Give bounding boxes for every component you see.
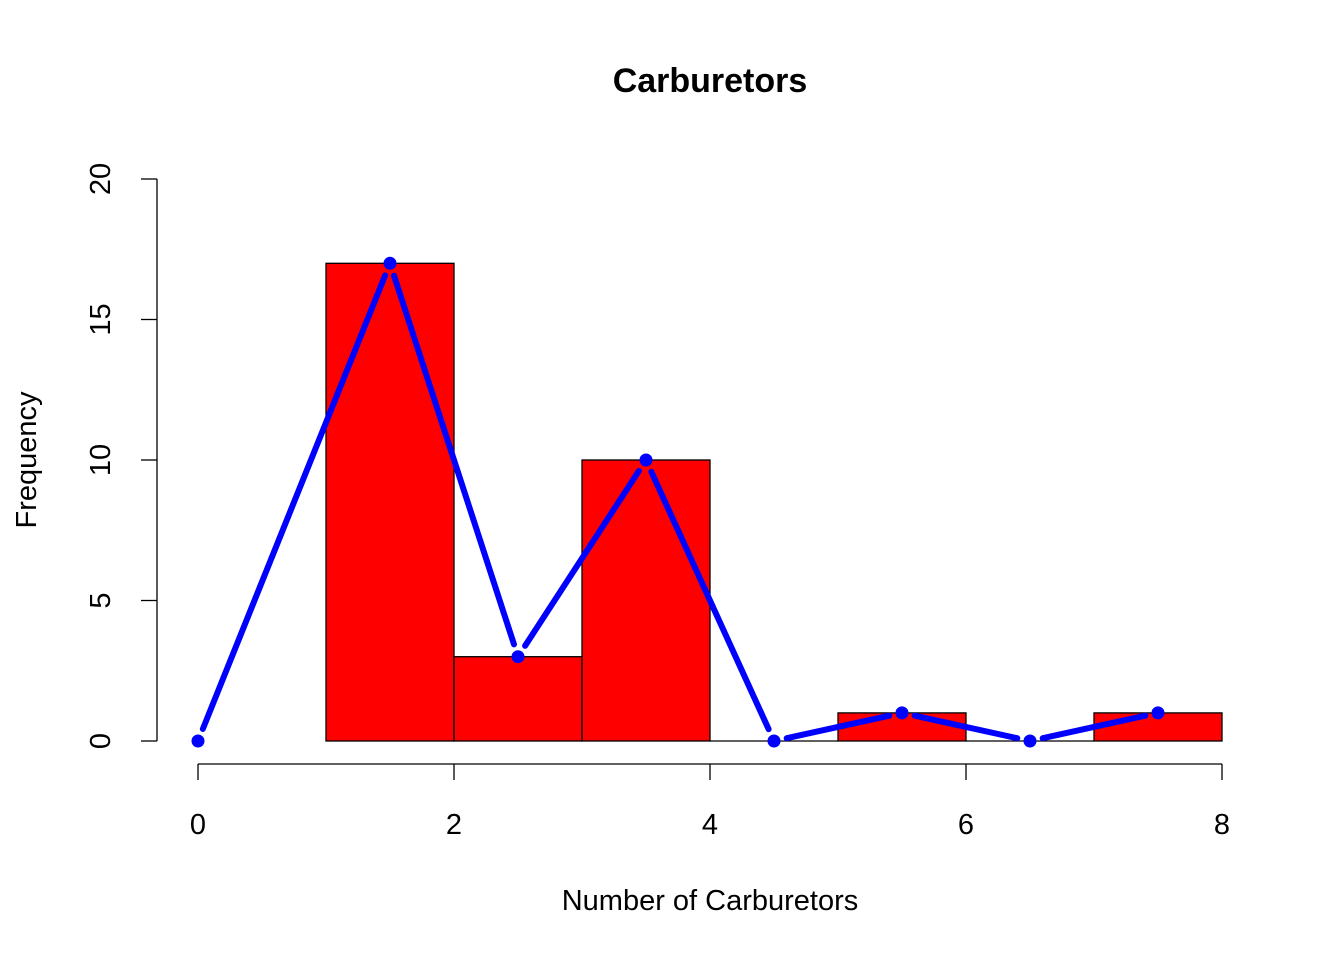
- polygon-point: [1023, 734, 1037, 748]
- x-axis: 0 2 4 6 8: [190, 763, 1230, 841]
- polygon-point: [191, 734, 205, 748]
- frequency-polygon: [191, 256, 1165, 748]
- x-tick-label: 4: [702, 809, 718, 841]
- polygon-segment: [911, 712, 1021, 742]
- polygon-segment: [199, 272, 389, 732]
- polygon-point: [1151, 706, 1165, 720]
- polygon-point: [895, 706, 909, 720]
- polygon-point: [767, 734, 781, 748]
- histogram-bar: [325, 262, 455, 742]
- y-tick-label: 0: [85, 733, 117, 749]
- polygon-point: [639, 453, 653, 467]
- polygon-segment: [391, 272, 517, 648]
- histogram-bar: [453, 656, 583, 742]
- polygon-segment: [1039, 712, 1149, 742]
- polygon-segment: [648, 468, 772, 733]
- chart-title: Carburetors: [613, 62, 808, 100]
- x-tick-label: 6: [958, 809, 974, 841]
- y-tick-label: 10: [85, 444, 117, 476]
- histogram-bars: [325, 262, 1223, 742]
- y-axis-label: Frequency: [11, 391, 43, 529]
- polygon-point: [511, 650, 525, 664]
- x-tick-label: 0: [190, 809, 206, 841]
- y-axis: 0 5 10 15 20: [85, 163, 158, 749]
- y-tick-label: 15: [85, 303, 117, 335]
- x-tick-label: 2: [446, 809, 462, 841]
- y-tick-label: 20: [85, 163, 117, 195]
- histogram-bar: [581, 459, 711, 742]
- polygon-point: [383, 256, 397, 270]
- x-axis-label: Number of Carburetors: [562, 885, 859, 917]
- polygon-segment: [522, 467, 642, 649]
- y-tick-label: 5: [85, 592, 117, 608]
- polygon-segment: [783, 712, 893, 742]
- x-tick-label: 8: [1214, 809, 1230, 841]
